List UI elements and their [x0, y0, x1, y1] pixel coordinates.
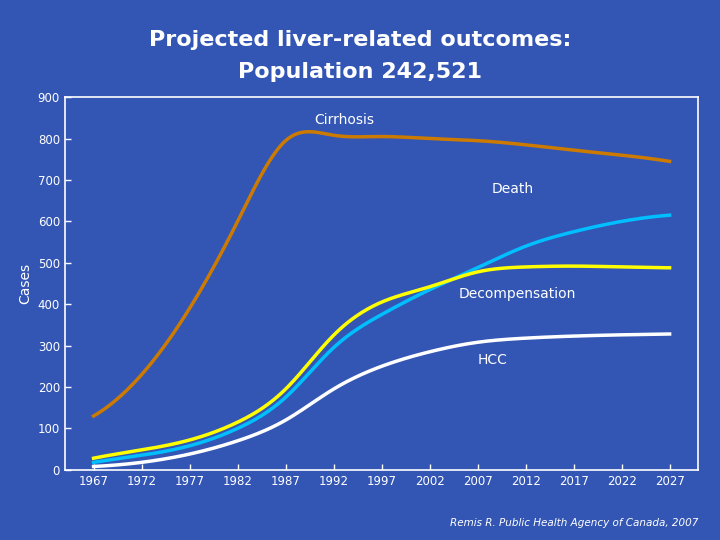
Text: Death: Death [492, 182, 534, 196]
Text: HCC: HCC [477, 353, 508, 367]
Y-axis label: Cases: Cases [18, 263, 32, 304]
Text: Decompensation: Decompensation [459, 287, 576, 301]
Text: Population 242,521: Population 242,521 [238, 62, 482, 82]
Text: Cirrhosis: Cirrhosis [315, 113, 374, 127]
Text: Remis R. Public Health Agency of Canada, 2007: Remis R. Public Health Agency of Canada,… [450, 518, 698, 528]
Text: Projected liver-related outcomes:: Projected liver-related outcomes: [149, 30, 571, 50]
